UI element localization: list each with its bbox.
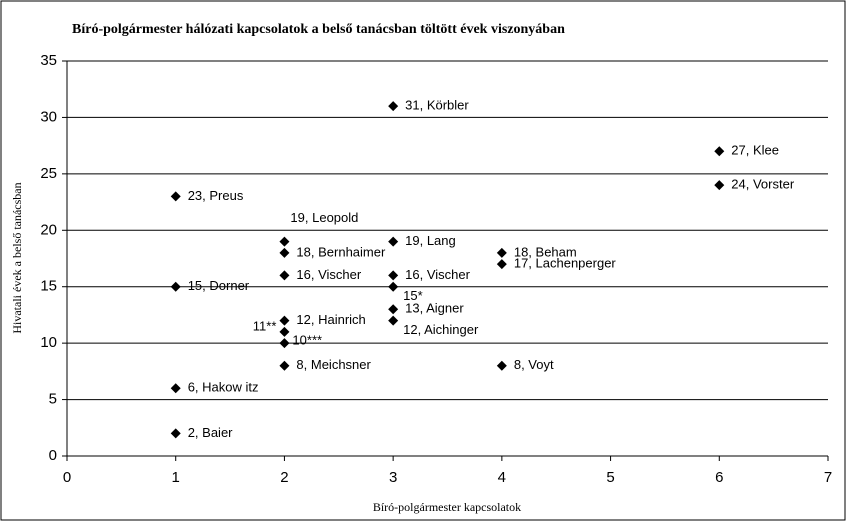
point-label: 17, Lachenperger xyxy=(514,256,617,271)
y-tick-label: 10 xyxy=(40,334,57,351)
y-tick-label: 35 xyxy=(40,52,57,69)
point xyxy=(170,281,181,292)
point xyxy=(496,360,507,371)
point-label: 18, Bernhaimer xyxy=(296,244,386,259)
point-label: 31, Körbler xyxy=(405,98,469,113)
x-tick-label: 6 xyxy=(715,469,723,486)
point-label: 24, Vorster xyxy=(731,177,795,192)
y-axis-label: Hivatali évek a belső tanácsban xyxy=(10,182,24,333)
point-label: 16, Vischer xyxy=(296,267,361,282)
point-label: 19, Lang xyxy=(405,233,456,248)
point xyxy=(279,270,290,281)
point-label: 8, Voyt xyxy=(514,357,554,372)
x-tick-label: 1 xyxy=(172,469,180,486)
point xyxy=(714,180,725,191)
x-tick-label: 4 xyxy=(498,469,506,486)
y-tick-label: 5 xyxy=(49,391,57,408)
point xyxy=(496,259,507,270)
y-tick-label: 0 xyxy=(49,447,57,464)
point xyxy=(279,247,290,258)
point xyxy=(170,383,181,394)
point xyxy=(279,338,290,349)
point xyxy=(388,101,399,112)
point xyxy=(279,326,290,337)
x-tick-label: 7 xyxy=(824,469,832,486)
point-label: 23, Preus xyxy=(188,188,244,203)
point-label: 12, Hainrich xyxy=(296,312,365,327)
point xyxy=(388,315,399,326)
point-label: 18, Beham xyxy=(514,244,577,259)
point-label: 13, Aigner xyxy=(405,301,464,316)
point-label: 2, Baier xyxy=(188,425,233,440)
point xyxy=(714,146,725,157)
point xyxy=(388,270,399,281)
point xyxy=(388,304,399,315)
point-label: 6, Hakow itz xyxy=(188,380,259,395)
point-label: 19, Leopold xyxy=(290,210,358,225)
x-tick-label: 3 xyxy=(389,469,397,486)
y-tick-label: 30 xyxy=(40,108,57,125)
point-label: 10*** xyxy=(292,333,322,348)
point-label: 27, Klee xyxy=(731,143,779,158)
y-tick-label: 15 xyxy=(40,278,57,295)
point-label: 11** xyxy=(253,318,277,333)
y-tick-label: 25 xyxy=(40,165,57,182)
point xyxy=(279,236,290,247)
point-label: 15, Dorner xyxy=(188,278,250,293)
x-tick-label: 5 xyxy=(606,469,614,486)
point xyxy=(170,428,181,439)
y-tick-label: 20 xyxy=(40,221,57,238)
x-axis-label: Bíró-polgármester kapcsolatok xyxy=(373,500,521,514)
point xyxy=(279,315,290,326)
chart-title: Bíró-polgármester hálózati kapcsolatok a… xyxy=(72,22,565,37)
point xyxy=(496,247,507,258)
point xyxy=(388,236,399,247)
point xyxy=(279,360,290,371)
point-label: 15* xyxy=(403,288,423,303)
point xyxy=(170,191,181,202)
point-label: 12, Aichinger xyxy=(403,322,479,337)
x-tick-label: 2 xyxy=(280,469,288,486)
point-label: 8, Meichsner xyxy=(296,357,371,372)
point-label: 16, Vischer xyxy=(405,267,470,282)
point xyxy=(388,281,399,292)
x-tick-label: 0 xyxy=(63,469,71,486)
